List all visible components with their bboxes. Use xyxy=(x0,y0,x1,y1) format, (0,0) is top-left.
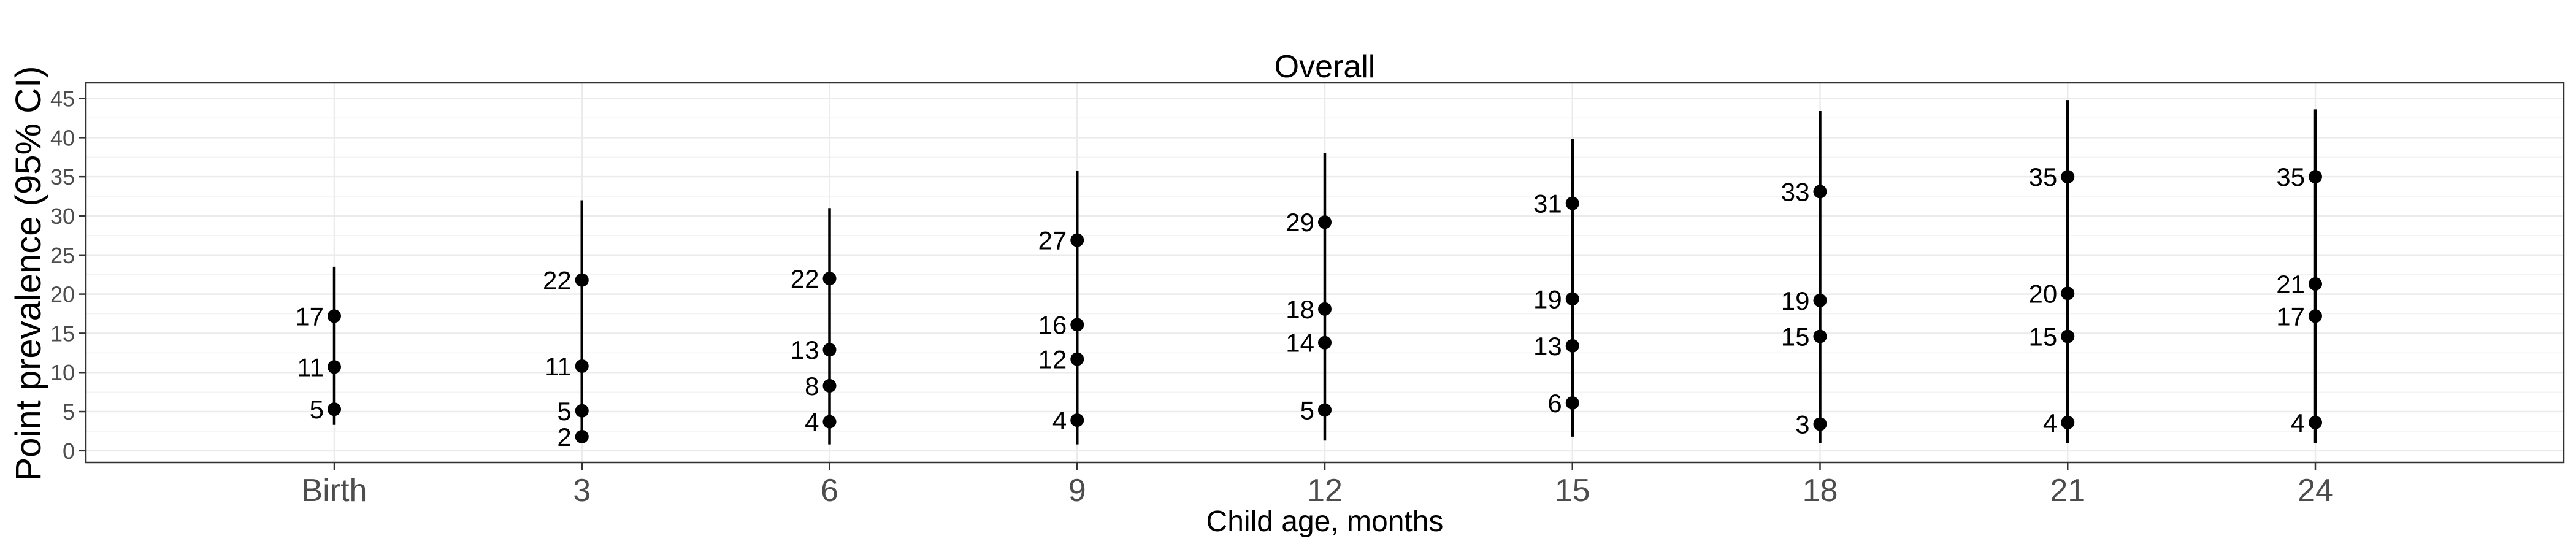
x-tick-label: 6 xyxy=(821,473,838,508)
y-tick-label: 0 xyxy=(63,439,75,464)
data-label: 19 xyxy=(1533,285,1562,313)
data-point xyxy=(2061,329,2075,343)
data-point xyxy=(2309,277,2322,291)
data-label: 20 xyxy=(2029,279,2058,308)
data-label: 4 xyxy=(2291,408,2305,437)
x-tick-label: 15 xyxy=(1555,473,1590,508)
data-point xyxy=(2061,286,2075,301)
data-point xyxy=(328,360,341,374)
data-point xyxy=(2061,415,2075,429)
data-label: 8 xyxy=(805,372,819,401)
data-point xyxy=(1070,352,1084,366)
data-point xyxy=(1565,396,1579,410)
data-point xyxy=(1813,293,1827,307)
data-label: 19 xyxy=(1781,286,1810,315)
data-label: 35 xyxy=(2276,163,2305,191)
data-label: 4 xyxy=(805,408,819,437)
x-axis: Birth 3 6 9 12 15 18 21 24 xyxy=(302,462,2333,508)
data-label: 15 xyxy=(1781,323,1810,351)
data-point xyxy=(1813,417,1827,431)
data-label: 11 xyxy=(297,353,324,381)
x-tick-label: 12 xyxy=(1307,473,1343,508)
y-tick-label: 15 xyxy=(50,321,75,346)
x-tick-label: 9 xyxy=(1068,473,1086,508)
data-point xyxy=(1565,292,1579,306)
data-point xyxy=(328,309,341,323)
data-label: 31 xyxy=(1533,190,1562,218)
x-tick-label: Birth xyxy=(302,473,367,508)
data-point xyxy=(2309,415,2322,429)
data-point xyxy=(575,404,589,418)
data-label: 33 xyxy=(1781,177,1810,206)
data-label: 17 xyxy=(2276,302,2305,331)
y-tick-label: 5 xyxy=(63,399,75,424)
data-label: 13 xyxy=(1533,332,1562,361)
data-point xyxy=(1318,335,1332,350)
data-label: 14 xyxy=(1286,329,1314,358)
y-axis-title: Point prevalence (95% CI) xyxy=(9,66,48,481)
data-label: 12 xyxy=(1038,345,1067,374)
data-point xyxy=(1813,185,1827,199)
data-label: 17 xyxy=(295,302,324,331)
data-label: 15 xyxy=(2029,323,2058,351)
data-point xyxy=(2309,170,2322,184)
data-label: 5 xyxy=(310,395,324,424)
data-label: 3 xyxy=(1795,410,1809,439)
data-label: 22 xyxy=(543,266,572,295)
data-label: 29 xyxy=(1286,208,1314,237)
data-label: 16 xyxy=(1038,310,1067,339)
y-tick-label: 40 xyxy=(50,125,75,150)
data-point xyxy=(1070,233,1084,247)
data-point xyxy=(1318,302,1332,316)
y-tick-label: 30 xyxy=(50,204,75,229)
confidence-intervals xyxy=(332,100,2317,445)
y-tick-label: 45 xyxy=(50,86,75,112)
data-point xyxy=(2309,309,2322,323)
data-point xyxy=(575,359,589,374)
y-tick-label: 20 xyxy=(50,282,75,307)
data-point xyxy=(2061,170,2075,184)
x-tick-label: 18 xyxy=(1803,473,1838,508)
data-point xyxy=(328,402,341,416)
x-tick-label: 21 xyxy=(2050,473,2085,508)
data-point xyxy=(1070,413,1084,427)
y-axis: 0 5 10 15 20 25 30 35 40 45 xyxy=(50,86,86,464)
data-point xyxy=(575,429,589,443)
x-axis-title: Child age, months xyxy=(1206,505,1444,538)
data-point xyxy=(1565,339,1579,353)
chart-title: Overall xyxy=(1275,49,1376,85)
data-label: 5 xyxy=(557,397,571,426)
data-label: 13 xyxy=(791,335,819,364)
data-point xyxy=(822,343,837,357)
data-label: 6 xyxy=(1547,389,1562,418)
data-label: 18 xyxy=(1286,295,1314,324)
y-tick-label: 10 xyxy=(50,360,75,385)
data-label: 27 xyxy=(1038,226,1067,255)
data-point xyxy=(822,378,837,393)
data-point xyxy=(1318,215,1332,229)
x-tick-label: 24 xyxy=(2298,473,2333,508)
data-points xyxy=(328,170,2322,443)
data-label: 5 xyxy=(1300,396,1314,424)
data-point xyxy=(575,273,589,287)
y-tick-label: 35 xyxy=(50,164,75,190)
data-point xyxy=(1318,403,1332,417)
data-labels: 1711522115222138427161242918145311913633… xyxy=(295,163,2305,451)
x-tick-label: 3 xyxy=(573,473,591,508)
data-label: 4 xyxy=(2043,408,2057,437)
data-point xyxy=(1813,329,1827,343)
data-label: 35 xyxy=(2029,163,2058,191)
data-point xyxy=(1565,196,1579,210)
data-label: 22 xyxy=(791,264,819,293)
data-point xyxy=(822,272,837,286)
data-label: 4 xyxy=(1052,406,1067,435)
data-point xyxy=(1070,318,1084,332)
data-label: 21 xyxy=(2276,270,2305,299)
y-tick-label: 25 xyxy=(50,243,75,268)
data-label: 2 xyxy=(557,423,571,451)
data-point xyxy=(822,415,837,429)
data-label: 11 xyxy=(545,352,572,381)
